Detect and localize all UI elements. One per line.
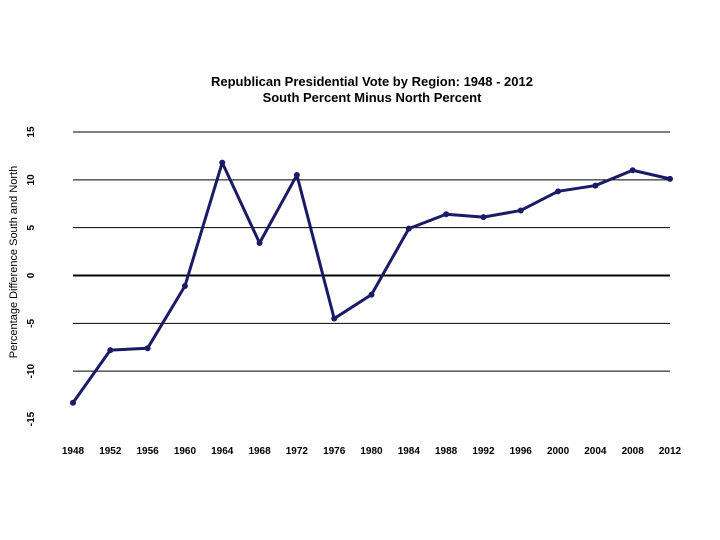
data-point [443,211,450,218]
x-tick-label: 1988 [435,446,458,457]
x-tick-label: 2004 [584,446,607,457]
y-tick-label: 5 [26,224,37,230]
y-tick-label: 0 [26,272,37,278]
x-tick-label: 1968 [248,446,271,457]
x-tick-label: 2008 [622,446,645,457]
gridlines [73,131,670,372]
x-tick-label: 1960 [174,446,197,457]
x-tick-label: 1976 [323,446,346,457]
x-tick-label: 1996 [510,446,533,457]
x-tick-label: 1980 [360,446,383,457]
data-point [629,167,636,174]
series-line [71,161,671,404]
data-point [70,399,76,406]
x-tick-label: 1984 [398,446,421,457]
data-point [107,347,114,354]
data-point [667,175,673,182]
y-tick-label: 15 [26,126,37,138]
data-point [331,315,338,322]
chart-title: Republican Presidential Vote by Region: … [211,74,533,89]
x-tick-label: 1952 [99,446,122,457]
chart-subtitle: South Percent Minus North Percent [263,90,483,105]
y-tick-label: -5 [26,318,37,327]
data-point [219,159,226,166]
y-tick-labels: -15 -10 -5 0 5 10 15 [26,126,37,426]
data-point [405,225,412,232]
data-point [592,182,599,189]
data-point [480,214,487,221]
x-tick-label: 2000 [547,446,570,457]
y-tick-label: -15 [26,411,37,426]
x-tick-labels: 1948 1952 1956 1960 1964 1968 1972 1976 1980 1984… [62,446,682,457]
data-point [555,188,562,195]
x-tick-label: 1956 [137,446,160,457]
data-point [144,345,151,352]
data-points [70,159,673,406]
data-point [293,172,300,179]
y-tick-label: 10 [26,174,37,186]
x-tick-label: 2012 [659,446,682,457]
x-tick-label: 1964 [211,446,234,457]
y-tick-label: -10 [26,364,37,379]
x-tick-label: 1992 [472,446,495,457]
data-point [517,207,524,214]
data-point [256,239,263,246]
y-axis-label: Percentage Difference South and North [8,166,20,358]
data-point [368,291,375,298]
x-tick-label: 1972 [286,446,309,457]
data-point [181,283,188,290]
x-tick-label: 1948 [62,446,85,457]
